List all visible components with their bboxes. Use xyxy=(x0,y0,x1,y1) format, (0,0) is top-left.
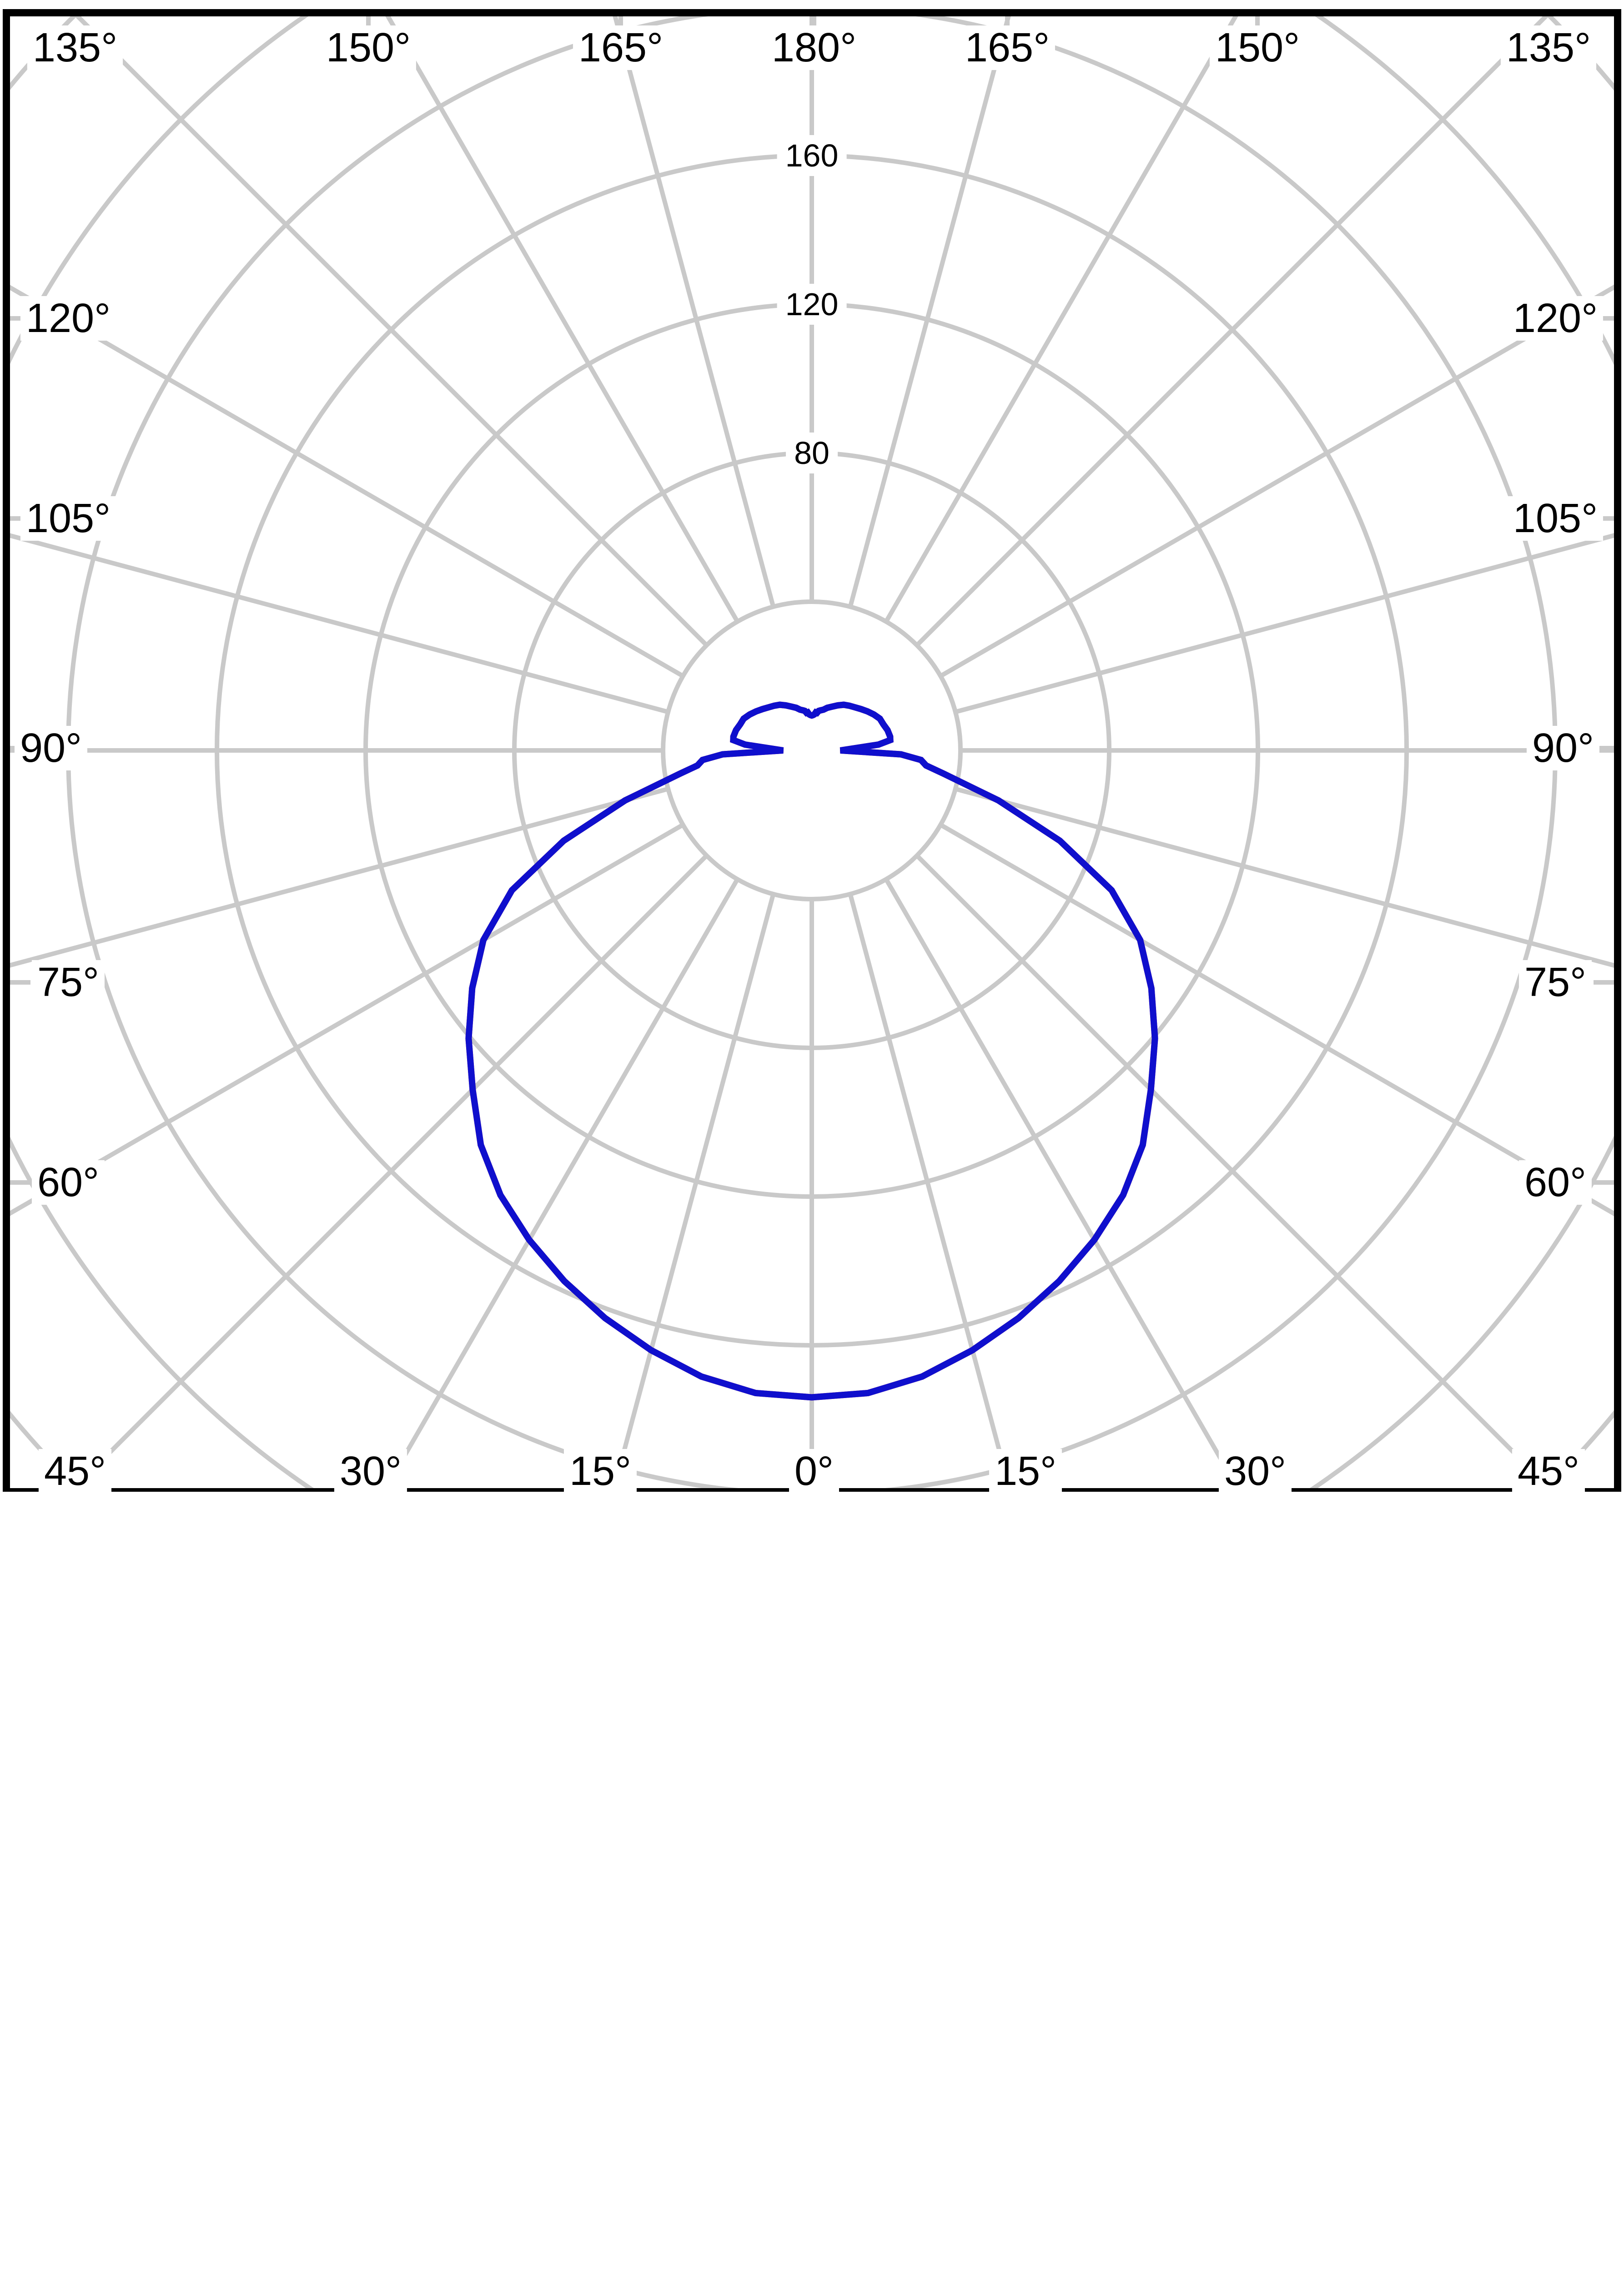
grid-spoke-150 xyxy=(884,16,1238,623)
grid-spoke-345 xyxy=(612,893,776,1488)
polar-plot xyxy=(3,9,1621,1495)
grid-spoke-135 xyxy=(915,16,1549,647)
grid-spoke-45 xyxy=(915,854,1553,1488)
grid-ring-40 xyxy=(661,599,963,901)
grid-spoke-285 xyxy=(10,786,669,968)
grid-spoke-315 xyxy=(70,854,709,1488)
grid-spoke-165 xyxy=(848,16,1011,608)
polar-photometric-diagram: 135° 150° 165° 180° 165° 150° 135° 45° 30° 15° 0° 1… xyxy=(3,9,1621,1495)
grid-spoke-195 xyxy=(613,16,776,608)
polar-grid xyxy=(10,16,1614,1488)
grid-spoke-30 xyxy=(884,878,1241,1488)
grid-spoke-60 xyxy=(939,823,1614,1217)
grid-spoke-210 xyxy=(385,16,739,623)
grid-spoke-225 xyxy=(74,16,709,647)
grid-spoke-330 xyxy=(383,878,739,1488)
grid-spoke-105 xyxy=(955,533,1614,714)
grid-spoke-120 xyxy=(939,284,1614,678)
footer: cd/klm C0 - C180 C90 - C270 η = 70% xyxy=(0,1492,1624,1624)
grid-spoke-240 xyxy=(10,285,684,678)
photometric-diagram-page: { "footer": { "units_label": "cd/klm", "… xyxy=(0,9,1624,1624)
grid-spoke-15 xyxy=(848,893,1012,1488)
curve-C90-C270 xyxy=(465,701,1158,1401)
intensity-curves xyxy=(465,701,1158,1401)
grid-spoke-300 xyxy=(10,823,684,1216)
grid-spoke-255 xyxy=(10,533,669,714)
grid-spoke-75 xyxy=(955,786,1614,968)
